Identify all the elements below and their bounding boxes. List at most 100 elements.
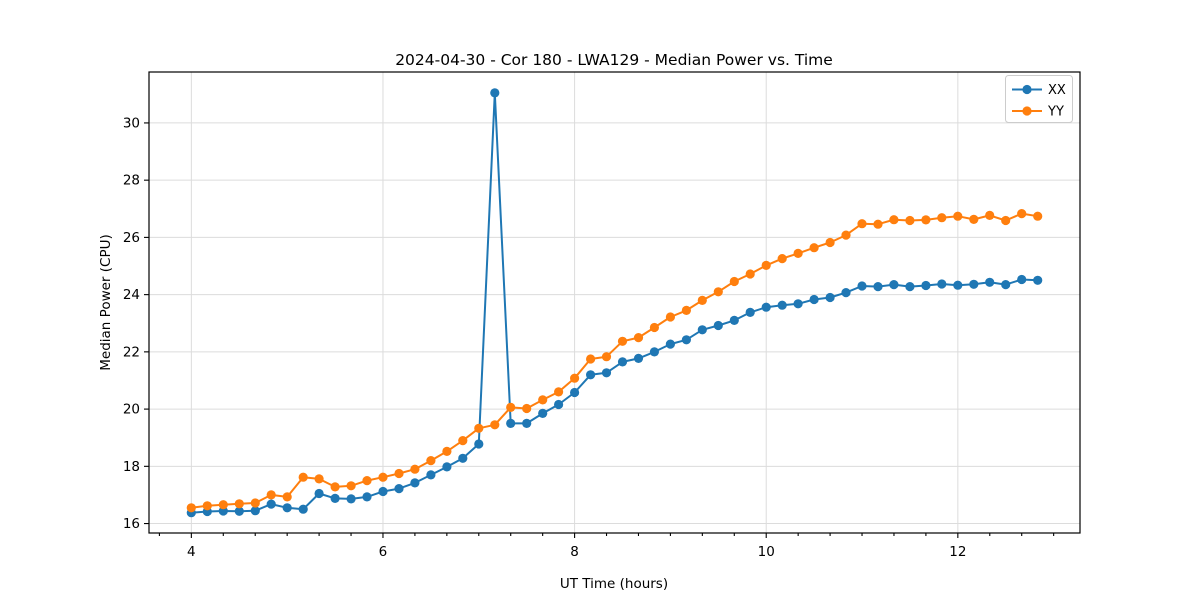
data-point-XX — [218, 506, 228, 516]
data-point-YY — [953, 211, 963, 221]
y-tick-label: 20 — [123, 402, 140, 418]
data-point-YY — [905, 215, 915, 226]
data-point-XX — [522, 418, 532, 428]
data-point-XX — [985, 277, 995, 287]
data-point-YY — [985, 210, 995, 220]
data-point-XX — [298, 504, 308, 514]
data-point-YY — [218, 500, 228, 510]
data-point-XX — [665, 339, 676, 349]
tick-layer — [144, 122, 1055, 538]
data-point-XX — [586, 370, 596, 380]
data-point-XX — [825, 292, 835, 303]
data-point-YY — [745, 269, 755, 279]
data-point-YY — [1017, 209, 1027, 219]
y-tick-label: 26 — [123, 230, 140, 246]
legend: XX YY — [1005, 75, 1073, 123]
data-point-YY — [633, 333, 644, 343]
x-tick-label: 6 — [379, 544, 388, 560]
data-point-YY — [601, 352, 612, 362]
data-point-YY — [777, 254, 787, 264]
data-point-YY — [873, 219, 883, 229]
data-point-YY — [490, 420, 500, 430]
data-point-XX — [953, 280, 963, 290]
x-axis-label: UT Time (hours) — [560, 576, 668, 592]
data-point-YY — [1001, 215, 1011, 226]
data-point-YY — [570, 373, 580, 383]
data-point-YY — [921, 215, 931, 225]
data-point-YY — [586, 354, 596, 364]
data-point-XX — [889, 280, 899, 290]
data-point-XX — [394, 484, 404, 494]
data-point-XX — [809, 294, 819, 305]
plot-border — [148, 71, 1081, 534]
data-point-XX — [442, 462, 452, 472]
data-point-XX — [266, 499, 276, 509]
data-point-XX — [250, 506, 260, 516]
x-tick-label: 4 — [187, 544, 196, 560]
data-point-XX — [426, 470, 436, 480]
data-point-XX — [490, 88, 500, 98]
data-point-YY — [506, 402, 516, 412]
data-point-YY — [554, 387, 564, 397]
data-point-XX — [1033, 275, 1043, 285]
data-point-XX — [1001, 280, 1011, 290]
x-tick-label: 12 — [949, 544, 966, 560]
data-point-YY — [410, 464, 420, 474]
data-point-YY — [793, 248, 803, 258]
series-line-YY — [191, 212, 1038, 509]
data-point-XX — [362, 492, 372, 502]
data-point-YY — [665, 312, 676, 322]
data-point-XX — [538, 408, 548, 418]
y-axis-label: Median Power (CPU) — [98, 234, 114, 370]
data-point-YY — [458, 436, 468, 446]
data-point-XX — [554, 399, 564, 410]
data-point-YY — [186, 503, 196, 513]
data-point-YY — [697, 295, 707, 305]
data-point-YY — [362, 476, 372, 486]
data-point-XX — [793, 299, 803, 309]
data-point-YY — [426, 456, 436, 466]
data-point-XX — [601, 368, 612, 378]
data-point-YY — [314, 474, 324, 484]
data-point-YY — [202, 501, 212, 511]
data-point-YY — [857, 219, 867, 229]
y-tick-label: 22 — [123, 344, 140, 360]
data-point-YY — [250, 498, 260, 508]
data-point-XX — [969, 279, 979, 289]
data-point-XX — [681, 335, 692, 345]
data-point-YY — [761, 260, 771, 270]
data-point-YY — [937, 213, 947, 223]
data-point-YY — [969, 214, 979, 224]
x-tick-label: 10 — [758, 544, 775, 560]
data-point-XX — [729, 315, 739, 325]
data-point-XX — [282, 503, 292, 513]
data-point-YY — [649, 322, 660, 333]
data-point-YY — [442, 446, 452, 456]
data-point-XX — [761, 302, 771, 312]
legend-label-YY: YY — [1047, 105, 1064, 120]
data-point-XX — [617, 357, 628, 367]
data-point-YY — [474, 423, 484, 433]
data-point-YY — [330, 482, 340, 492]
data-point-XX — [697, 325, 707, 335]
legend-label-XX: XX — [1048, 83, 1066, 98]
data-point-XX — [937, 279, 947, 289]
chart-title: 2024-04-30 - Cor 180 - LWA129 - Median P… — [395, 51, 833, 69]
data-point-YY — [298, 472, 308, 482]
data-point-XX — [506, 418, 516, 428]
data-point-YY — [394, 468, 404, 479]
series-line-XX — [191, 91, 1038, 514]
data-point-YY — [1033, 211, 1043, 221]
legend-marker — [1022, 84, 1032, 95]
data-point-YY — [378, 472, 388, 482]
data-point-YY — [617, 336, 628, 346]
y-tick-label: 18 — [123, 459, 140, 475]
data-point-YY — [889, 215, 899, 225]
series-XX — [186, 88, 1043, 518]
data-point-YY — [825, 237, 835, 248]
data-point-YY — [538, 395, 548, 405]
data-point-YY — [729, 276, 739, 287]
data-point-XX — [458, 453, 468, 463]
